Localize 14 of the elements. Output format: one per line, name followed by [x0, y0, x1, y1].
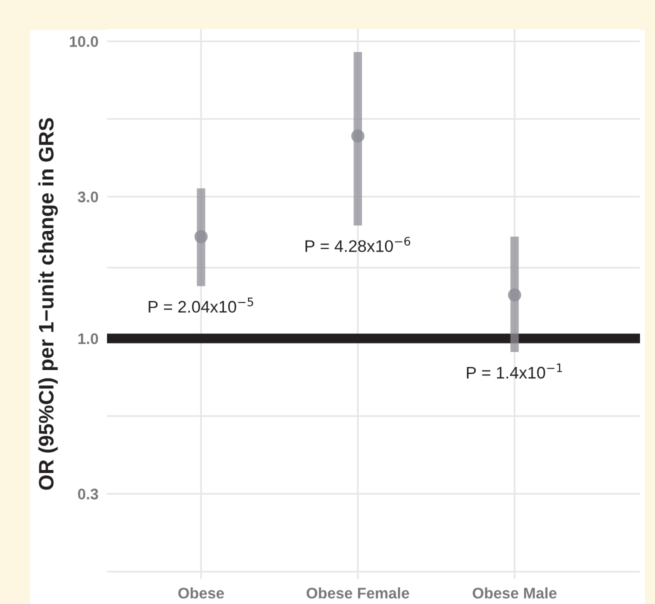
y-tick-label: 0.3: [78, 488, 98, 500]
annotation: P = 2.04x10$^{−5}$: [148, 298, 254, 313]
x-tick-label: Obese Male: [472, 587, 557, 599]
x-tick-label: Obese: [178, 587, 224, 599]
point: [194, 230, 208, 244]
x-tick-label: Obese Female: [306, 587, 410, 599]
y-tick-label: 3.0: [78, 192, 98, 202]
point: [508, 288, 522, 302]
y-tick-label: 10.0: [70, 36, 98, 47]
y-axis-title: OR (95%CI) per 1−unit change in GRS: [38, 118, 58, 490]
point: [351, 129, 364, 143]
y-tick-label: 1.0: [78, 333, 98, 344]
annotation: P = 4.28x10$^{−6}$: [306, 236, 410, 252]
annotation: P = 1.4x10$^{−1}$: [466, 364, 562, 379]
